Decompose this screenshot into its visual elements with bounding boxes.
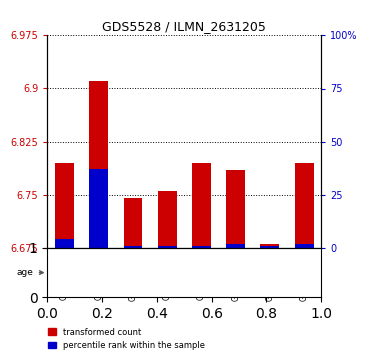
Bar xyxy=(89,81,108,248)
FancyBboxPatch shape xyxy=(253,248,287,297)
FancyBboxPatch shape xyxy=(47,248,82,297)
FancyBboxPatch shape xyxy=(184,248,219,297)
Bar xyxy=(55,239,74,248)
Text: E18.5: E18.5 xyxy=(157,268,178,277)
Title: GDS5528 / ILMN_2631205: GDS5528 / ILMN_2631205 xyxy=(103,20,266,33)
Text: E17.5: E17.5 xyxy=(122,268,144,277)
Bar xyxy=(261,246,279,248)
Text: P2: P2 xyxy=(231,268,240,277)
Bar xyxy=(192,246,211,248)
Bar xyxy=(158,191,177,248)
Text: P0: P0 xyxy=(197,268,206,277)
Bar xyxy=(295,163,314,248)
FancyBboxPatch shape xyxy=(82,248,116,297)
Bar xyxy=(226,170,245,248)
Legend: transformed count, percentile rank within the sample: transformed count, percentile rank withi… xyxy=(48,328,205,350)
Bar xyxy=(295,244,314,248)
FancyBboxPatch shape xyxy=(287,248,321,297)
Bar xyxy=(158,246,177,248)
Text: E16.5: E16.5 xyxy=(88,268,110,277)
FancyBboxPatch shape xyxy=(116,248,150,297)
FancyBboxPatch shape xyxy=(219,248,253,297)
Text: E15.5: E15.5 xyxy=(54,268,75,277)
Bar xyxy=(124,246,142,248)
Bar xyxy=(226,244,245,248)
Bar xyxy=(261,244,279,248)
Text: age: age xyxy=(17,268,43,277)
Bar xyxy=(55,163,74,248)
Bar xyxy=(192,163,211,248)
Text: P5: P5 xyxy=(265,268,274,277)
FancyBboxPatch shape xyxy=(150,248,184,297)
Text: P12: P12 xyxy=(297,268,311,277)
Bar xyxy=(89,169,108,248)
Bar xyxy=(124,198,142,248)
